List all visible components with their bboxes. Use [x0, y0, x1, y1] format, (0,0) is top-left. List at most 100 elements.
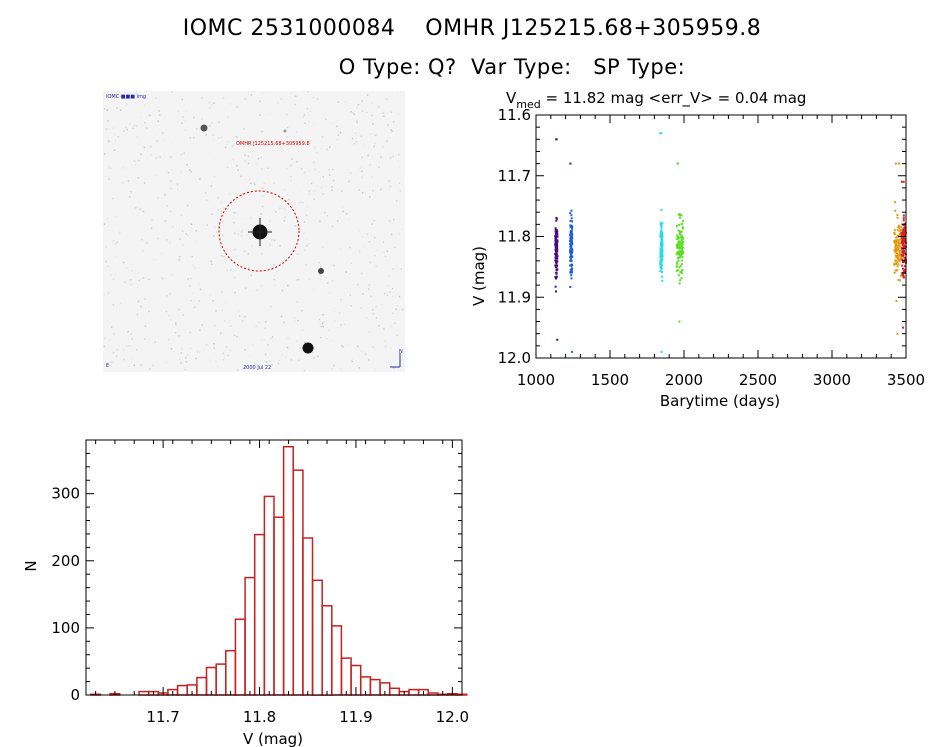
stamp-noise-pixel — [251, 245, 253, 247]
stamp-noise-pixel — [375, 249, 378, 251]
stamp-noise-pixel — [326, 338, 328, 340]
stamp-noise-pixel — [110, 326, 113, 328]
stamp-noise-pixel — [270, 239, 273, 241]
stamp-noise-pixel — [308, 169, 311, 172]
stamp-noise-pixel — [334, 320, 336, 322]
stamp-noise-pixel — [361, 272, 363, 275]
stamp-noise-pixel — [113, 149, 116, 151]
stamp-noise-pixel — [248, 267, 250, 269]
stamp-noise-pixel — [337, 101, 340, 103]
stamp-noise-pixel — [137, 177, 139, 179]
stamp-noise-pixel — [296, 99, 298, 102]
stamp-noise-pixel — [339, 248, 342, 250]
light-curve-point — [660, 247, 663, 250]
stamp-noise-pixel — [305, 214, 308, 216]
stamp-noise-pixel — [308, 278, 311, 280]
stamp-noise-pixel — [179, 256, 181, 258]
stamp-noise-pixel — [190, 277, 192, 280]
stamp-noise-pixel — [326, 214, 329, 217]
stamp-noise-pixel — [129, 279, 132, 281]
stamp-noise-pixel — [158, 110, 160, 112]
stamp-noise-pixel — [290, 93, 292, 95]
stamp-noise-pixel — [334, 307, 336, 310]
stamp-noise-pixel — [170, 254, 172, 257]
stamp-noise-pixel — [130, 283, 133, 286]
stamp-noise-pixel — [234, 266, 237, 269]
stamp-noise-pixel — [286, 113, 288, 116]
stamp-noise-pixel — [358, 367, 360, 369]
light-curve-point — [902, 214, 905, 217]
stamp-noise-pixel — [390, 325, 392, 327]
light-curve-point — [679, 271, 682, 273]
stamp-noise-pixel — [124, 281, 126, 283]
stamp-noise-pixel — [178, 335, 180, 337]
light-curve-point — [555, 275, 558, 278]
stamp-noise-pixel — [374, 134, 377, 137]
light-curve-point — [676, 245, 679, 248]
stamp-noise-pixel — [348, 180, 350, 183]
stamp-noise-pixel — [127, 236, 129, 239]
stamp-noise-pixel — [196, 159, 199, 161]
light-curve-point — [895, 300, 898, 302]
light-curve-point — [569, 235, 572, 238]
stamp-noise-pixel — [332, 308, 335, 311]
light-curve-point — [555, 246, 557, 249]
stamp-noise-pixel — [105, 128, 108, 130]
stamp-noise-pixel — [201, 155, 203, 158]
stamp-noise-pixel — [145, 253, 148, 255]
stamp-noise-pixel — [283, 321, 285, 324]
stamp-noise-pixel — [116, 349, 119, 351]
light-curve-point — [569, 242, 572, 245]
light-curve-point — [571, 227, 574, 230]
stamp-noise-pixel — [241, 196, 243, 198]
stamp-noise-pixel — [297, 202, 300, 204]
stamp-noise-pixel — [251, 343, 254, 346]
stamp-noise-pixel — [390, 346, 392, 349]
stamp-noise-pixel — [129, 122, 131, 125]
stamp-noise-pixel — [233, 222, 235, 224]
stamp-noise-pixel — [312, 161, 315, 164]
stamp-noise-pixel — [361, 100, 363, 102]
stamp-noise-pixel — [189, 347, 192, 350]
stamp-noise-pixel — [136, 349, 138, 351]
stamp-noise-pixel — [322, 322, 324, 324]
stamp-noise-pixel — [362, 191, 364, 194]
stamp-noise-pixel — [392, 121, 395, 123]
stamp-noise-pixel — [288, 132, 290, 135]
light-curve-point — [659, 249, 662, 252]
stamp-noise-pixel — [167, 171, 170, 174]
stamp-noise-pixel — [392, 359, 394, 361]
stamp-noise-pixel — [168, 338, 170, 341]
stamp-noise-pixel — [180, 171, 183, 173]
light-curve-point — [678, 266, 681, 269]
stamp-noise-pixel — [115, 215, 117, 218]
light-curve-point — [903, 250, 905, 252]
histogram-xtick-label: 12.0 — [436, 708, 469, 726]
stamp-noise-pixel — [261, 270, 263, 272]
stamp-noise-pixel — [198, 267, 200, 269]
stamp-noise-pixel — [341, 314, 344, 316]
light-curve-point — [555, 217, 558, 220]
stamp-noise-pixel — [187, 234, 189, 237]
light-curve-point — [677, 229, 680, 232]
stamp-noise-pixel — [273, 275, 276, 277]
stamp-noise-pixel — [108, 229, 110, 231]
stamp-noise-pixel — [190, 223, 193, 225]
stamp-noise-pixel — [142, 249, 145, 252]
light-curve-point — [569, 212, 572, 215]
stamp-noise-pixel — [221, 309, 223, 312]
stamp-noise-pixel — [249, 199, 251, 201]
light-curve-ytick-label: 11.7 — [498, 167, 531, 185]
histogram-xtick-label: 11.9 — [339, 708, 372, 726]
light-curve-point — [898, 251, 901, 254]
stamp-noise-pixel — [383, 292, 386, 295]
stamp-noise-pixel — [140, 153, 142, 156]
stamp-noise-pixel — [325, 118, 327, 121]
histogram-bar — [253, 533, 266, 696]
stamp-noise-pixel — [181, 347, 183, 350]
light-curve-point — [554, 285, 557, 288]
stamp-noise-pixel — [277, 102, 279, 104]
stamp-noise-pixel — [313, 181, 315, 184]
light-curve-point — [556, 242, 558, 244]
stamp-noise-pixel — [339, 307, 341, 310]
